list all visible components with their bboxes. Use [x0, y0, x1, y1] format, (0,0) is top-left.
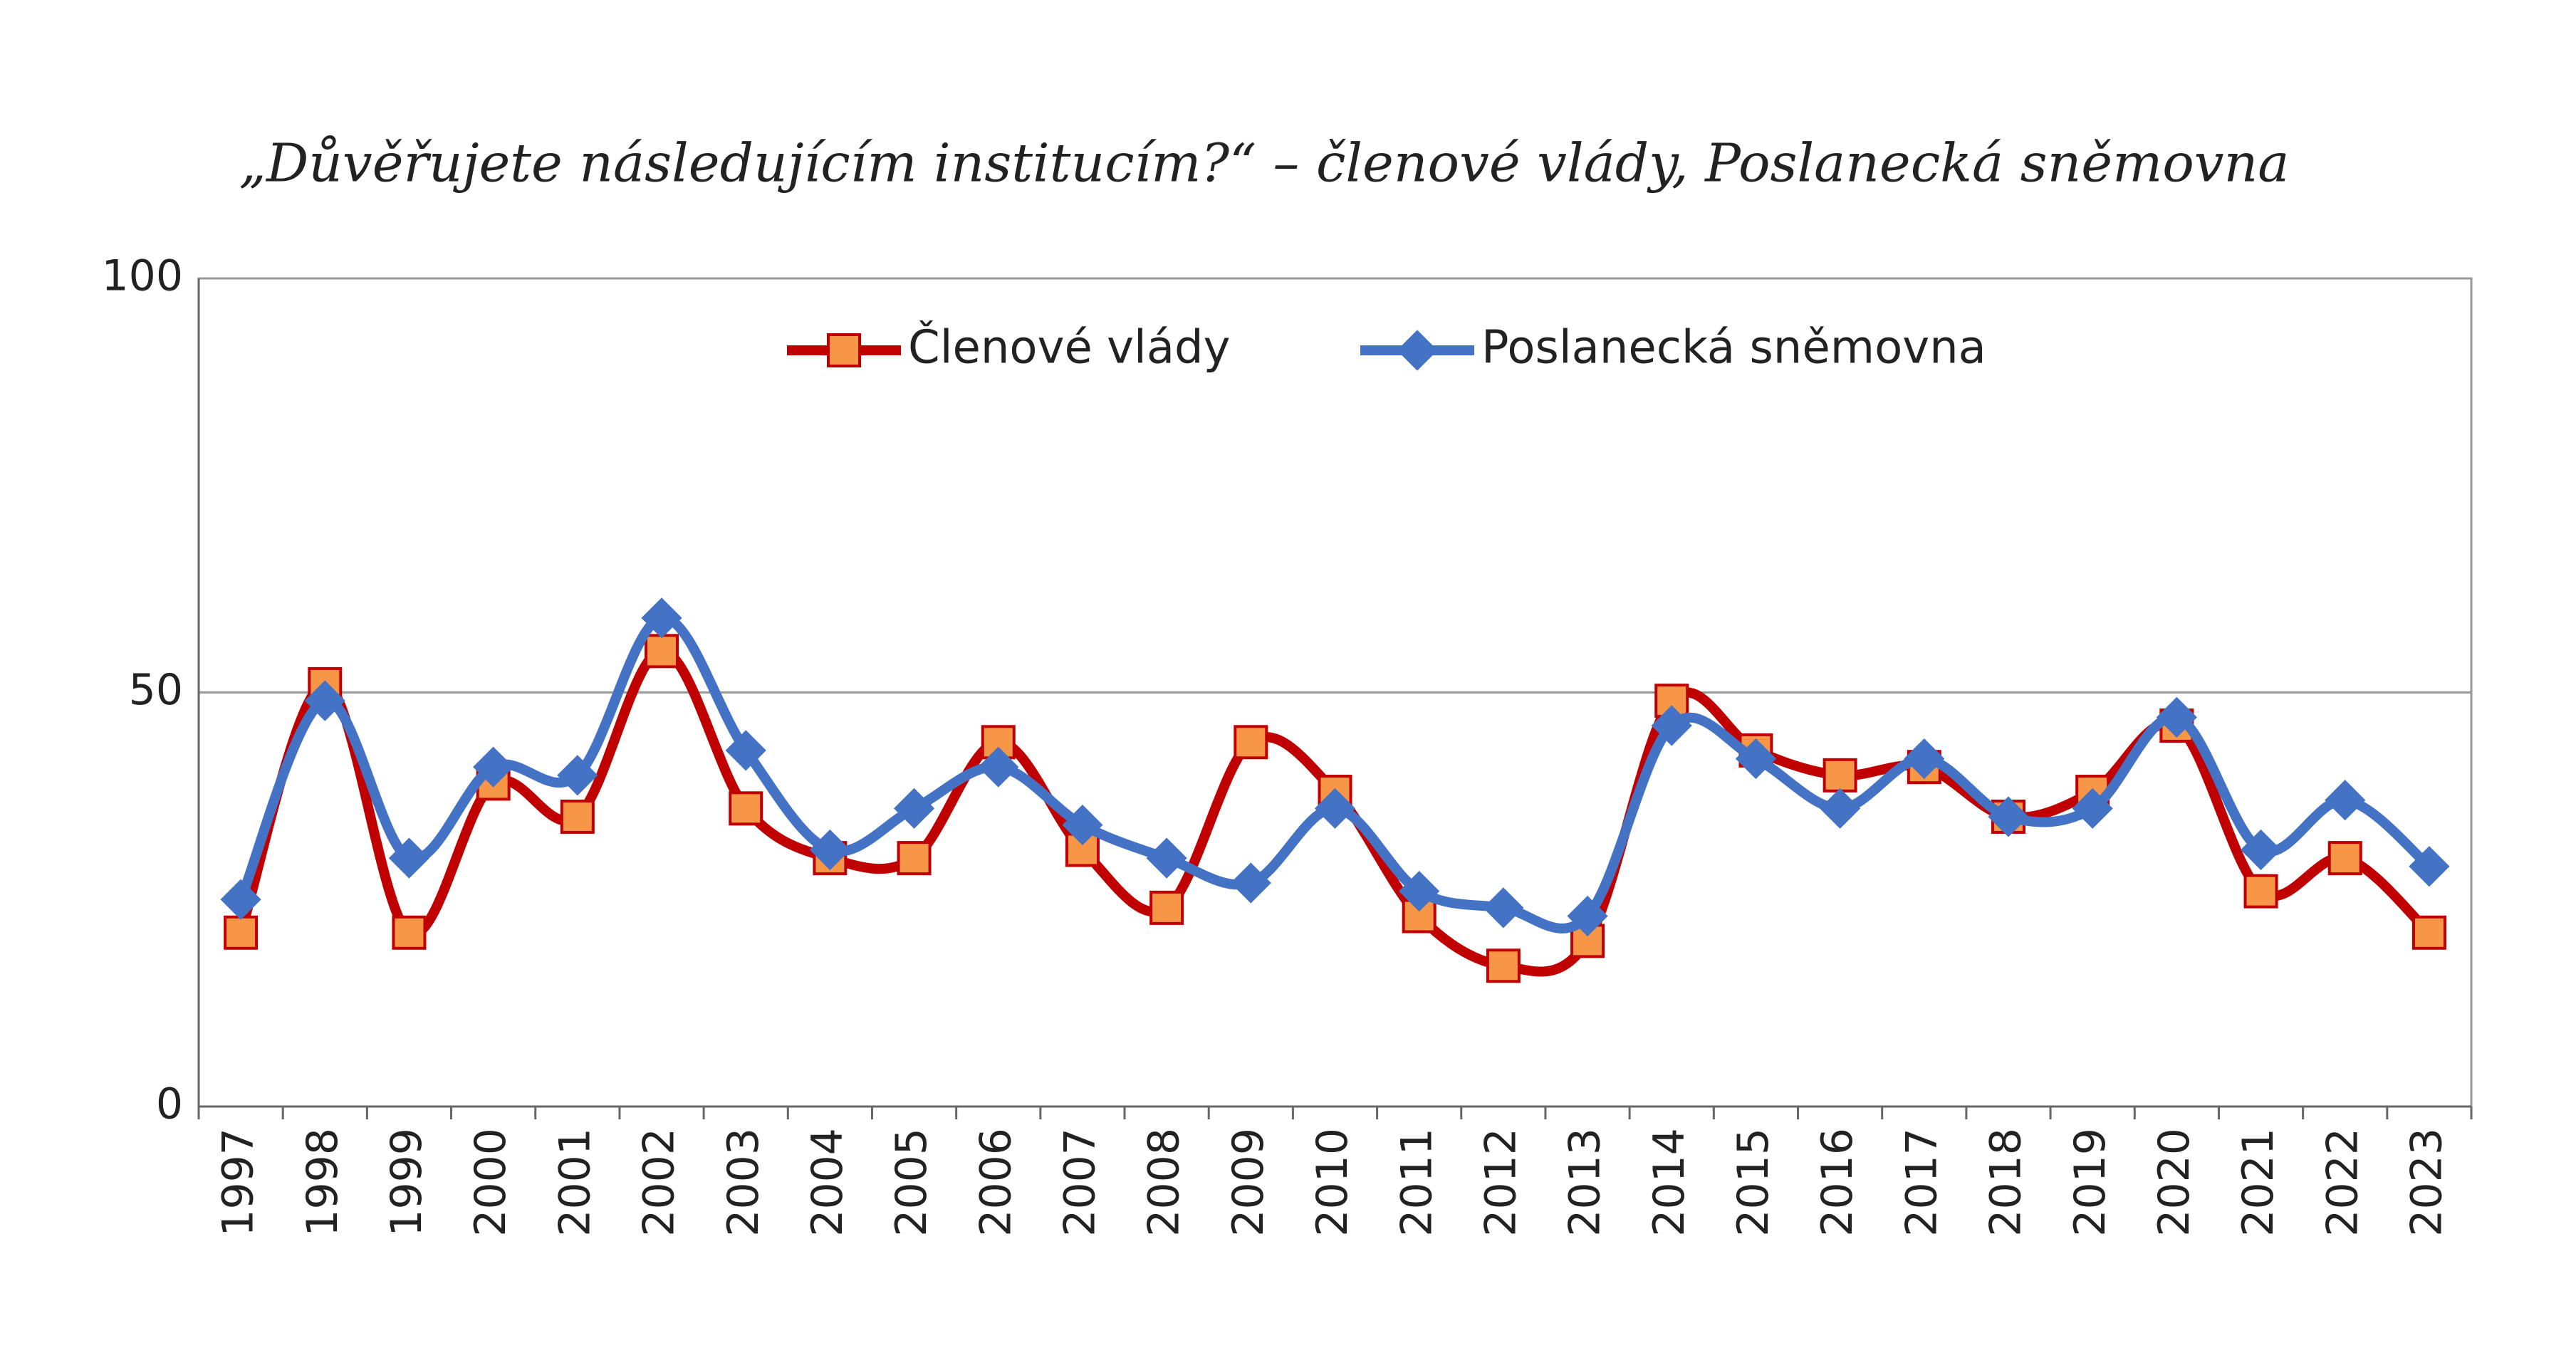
legend-marker: [1397, 330, 1438, 371]
y-tick-label: 50: [129, 665, 183, 715]
x-tick-label: 2010: [1308, 1128, 1357, 1237]
x-tick-label: 2014: [1644, 1128, 1694, 1237]
marker: [1904, 738, 1945, 780]
y-tick-label: 100: [101, 251, 183, 301]
marker: [1402, 899, 1436, 934]
x-tick-label: 1998: [298, 1128, 348, 1237]
marker: [1149, 890, 1184, 925]
marker: [641, 597, 682, 639]
x-tick-label: 1999: [382, 1128, 432, 1237]
legend-label: Poslanecká sněmovna: [1481, 322, 1986, 375]
x-tick-label: 2022: [2317, 1128, 2367, 1237]
x-tick-label: 2019: [2065, 1128, 2115, 1237]
marker: [560, 799, 595, 834]
y-tick-label: 0: [156, 1079, 183, 1129]
legend-label: Členové vlády: [908, 320, 1231, 375]
marker: [220, 879, 261, 920]
marker: [1483, 887, 1524, 929]
x-tick-label: 2020: [2149, 1128, 2199, 1237]
x-tick-label: 2007: [1055, 1128, 1105, 1237]
x-tick-label: 2003: [719, 1128, 768, 1237]
marker: [473, 746, 514, 788]
marker: [1146, 837, 1187, 879]
x-tick-label: 2015: [1728, 1128, 1778, 1237]
x-tick-label: 2002: [635, 1128, 684, 1237]
x-tick-label: 2017: [1897, 1128, 1946, 1237]
chart-title: „Důvěřujete následujícím institucím?“ – …: [239, 132, 2290, 194]
marker: [1234, 725, 1268, 760]
marker: [1823, 758, 1857, 793]
legend: Členové vlády Poslanecká sněmovna: [787, 320, 1986, 375]
x-tick-label: 2005: [887, 1128, 937, 1237]
marker: [1820, 788, 1861, 829]
marker: [392, 915, 427, 950]
marker: [725, 730, 766, 771]
marker: [2072, 788, 2113, 829]
x-tick-label: 2023: [2402, 1128, 2452, 1237]
x-tick-label: 2011: [1392, 1128, 1441, 1237]
marker: [893, 788, 935, 829]
x-tick-label: 2001: [550, 1128, 600, 1237]
marker: [2240, 829, 2282, 871]
x-tick-label: 2016: [1813, 1128, 1862, 1237]
x-tick-label: 2009: [1224, 1128, 1273, 1237]
marker: [557, 755, 598, 796]
x-tick-label: 2006: [971, 1128, 1021, 1237]
marker: [1062, 804, 1103, 846]
marker: [1735, 738, 1777, 780]
marker: [1486, 948, 1521, 983]
marker: [388, 837, 430, 879]
x-tick-label: 2018: [1981, 1128, 2031, 1237]
marker: [1651, 705, 1692, 746]
marker: [2327, 841, 2362, 876]
marker: [2243, 874, 2278, 909]
x-tick-label: 2013: [1560, 1128, 1610, 1237]
marker: [1988, 796, 2029, 837]
marker: [897, 841, 932, 876]
marker: [1399, 871, 1440, 912]
marker: [224, 915, 259, 950]
x-tick-label: 2004: [803, 1128, 852, 1237]
marker: [2156, 696, 2197, 738]
x-tick-label: 2008: [1140, 1128, 1189, 1237]
marker: [978, 746, 1019, 788]
x-tick-label: 1997: [214, 1128, 264, 1237]
marker: [729, 791, 763, 826]
marker: [809, 829, 850, 871]
marker: [2409, 846, 2450, 887]
marker: [1314, 788, 1356, 829]
marker: [1567, 895, 1608, 937]
marker: [304, 680, 345, 721]
marker: [1230, 862, 1271, 904]
x-tick-label: 2000: [466, 1128, 516, 1237]
legend-marker: [827, 333, 861, 367]
marker: [2325, 780, 2366, 821]
x-tick-label: 2021: [2233, 1128, 2283, 1237]
x-tick-label: 2012: [1476, 1128, 1526, 1237]
marker: [645, 634, 679, 669]
marker: [2411, 915, 2446, 950]
